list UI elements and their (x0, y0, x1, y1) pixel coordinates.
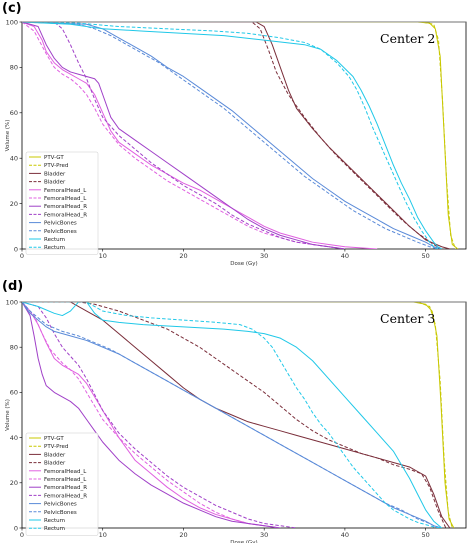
x-tick-label: 30 (260, 252, 268, 260)
y-tick-label: 80 (10, 344, 18, 352)
x-tick-label: 20 (179, 531, 187, 539)
legend-entry-label: FemoralHead_L (44, 188, 87, 194)
x-axis-label: Dose (Gy) (230, 261, 257, 267)
series-line-femoralhead-l-solid (22, 302, 281, 528)
legend-box (25, 432, 99, 536)
legend: PTV-GT PTV-Pred Bladder Bladder FemoralHead_… (25, 432, 99, 536)
y-tick-label: 100 (6, 298, 18, 306)
y-tick-label: 100 (6, 18, 18, 26)
series-line-femoralhead-l-dashed (22, 302, 281, 528)
panel-1: (d) 0 10 20 30 40 50 0 20 40 60 80 100 Dose (Gy) Volum… (2, 279, 467, 543)
series-line-bladder-dashed (22, 22, 443, 249)
legend-entry-label: FemoralHead_L (44, 196, 87, 202)
x-axis-label: Dose (Gy) (230, 540, 257, 543)
legend-entry-label: PelvicBones (44, 510, 77, 516)
y-tick-label: 0 (14, 245, 18, 253)
panel-0: (c) 0 10 20 30 40 50 0 20 40 60 80 100 Dose (Gy) Volum… (2, 1, 467, 267)
y-tick-label: 60 (10, 109, 18, 117)
legend-entry-label: PelvicBones (44, 502, 77, 508)
legend-entry-label: PelvicBones (44, 229, 77, 235)
series-line-rectum-solid (22, 302, 443, 528)
legend-entry-label: Bladder (44, 180, 66, 186)
series-line-bladder-dashed (22, 302, 447, 528)
legend-entry-label: Bladder (44, 461, 66, 467)
series-line-femoralhead-r-solid (22, 302, 281, 528)
series-line-ptv-pred-dashed (22, 302, 453, 528)
legend-entry-label: Rectum (44, 518, 65, 524)
series-line-bladder-solid (22, 302, 451, 528)
panel-label: (d) (2, 279, 23, 294)
legend: PTV-GT PTV-Pred Bladder Bladder FemoralHead_… (25, 151, 99, 255)
series-line-rectum-solid (22, 22, 443, 249)
series-line-ptv-gt-solid (22, 302, 455, 528)
x-tick-label: 40 (341, 531, 349, 539)
series-line-femoralhead-r-solid (22, 22, 345, 249)
series-line-rectum-dashed (22, 22, 438, 249)
series-line-femoralhead-l-solid (22, 22, 378, 249)
legend-entry-label: PTV-GT (44, 155, 64, 161)
series-line-pelvicbones-dashed (22, 302, 438, 528)
legend-entry-label: PelvicBones (44, 221, 77, 227)
legend-entry-label: PTV-Pred (44, 163, 68, 169)
x-tick-label: 40 (341, 252, 349, 260)
series-line-bladder-solid (22, 22, 450, 249)
y-tick-label: 0 (14, 524, 18, 532)
legend-entry-label: Rectum (44, 237, 65, 243)
legend-entry-label: Bladder (44, 452, 66, 458)
center-annotation: Center 2 (380, 31, 435, 46)
x-tick-label: 0 (20, 531, 24, 539)
y-tick-label: 40 (10, 155, 18, 163)
y-tick-label: 20 (10, 479, 18, 487)
legend-entry-label: Rectum (44, 526, 65, 532)
legend-entry-label: FemoralHead_L (44, 477, 87, 483)
y-tick-label: 40 (10, 434, 18, 442)
series-line-femoralhead-r-dashed (22, 22, 345, 249)
x-tick-label: 0 (20, 252, 24, 260)
y-axis-label: Volume (%) (5, 399, 11, 431)
center-annotation: Center 3 (380, 311, 435, 326)
x-tick-label: 10 (99, 252, 107, 260)
series-line-femoralhead-l-dashed (22, 22, 345, 249)
x-tick-label: 30 (260, 531, 268, 539)
legend-entry-label: FemoralHead_R (44, 212, 87, 218)
legend-entry-label: Rectum (44, 245, 65, 251)
legend-entry-label: FemoralHead_R (44, 485, 87, 491)
y-axis-label: Volume (%) (5, 120, 11, 152)
y-tick-label: 20 (10, 200, 18, 208)
series-lines (22, 302, 455, 528)
panel-label: (c) (2, 1, 22, 16)
legend-entry-label: FemoralHead_L (44, 469, 87, 475)
series-line-pelvicbones-solid (22, 22, 442, 249)
legend-box (25, 151, 99, 255)
x-tick-label: 50 (421, 531, 429, 539)
legend-entry-label: Bladder (44, 171, 66, 177)
legend-entry-label: PTV-GT (44, 436, 64, 442)
y-tick-label: 80 (10, 64, 18, 72)
legend-entry-label: PTV-Pred (44, 444, 68, 450)
y-tick-label: 60 (10, 389, 18, 397)
x-tick-label: 50 (421, 252, 429, 260)
x-tick-label: 20 (179, 252, 187, 260)
legend-entry-label: FemoralHead_R (44, 204, 87, 210)
series-line-femoralhead-r-dashed (22, 302, 297, 528)
x-tick-label: 10 (99, 531, 107, 539)
legend-entry-label: FemoralHead_R (44, 493, 87, 499)
